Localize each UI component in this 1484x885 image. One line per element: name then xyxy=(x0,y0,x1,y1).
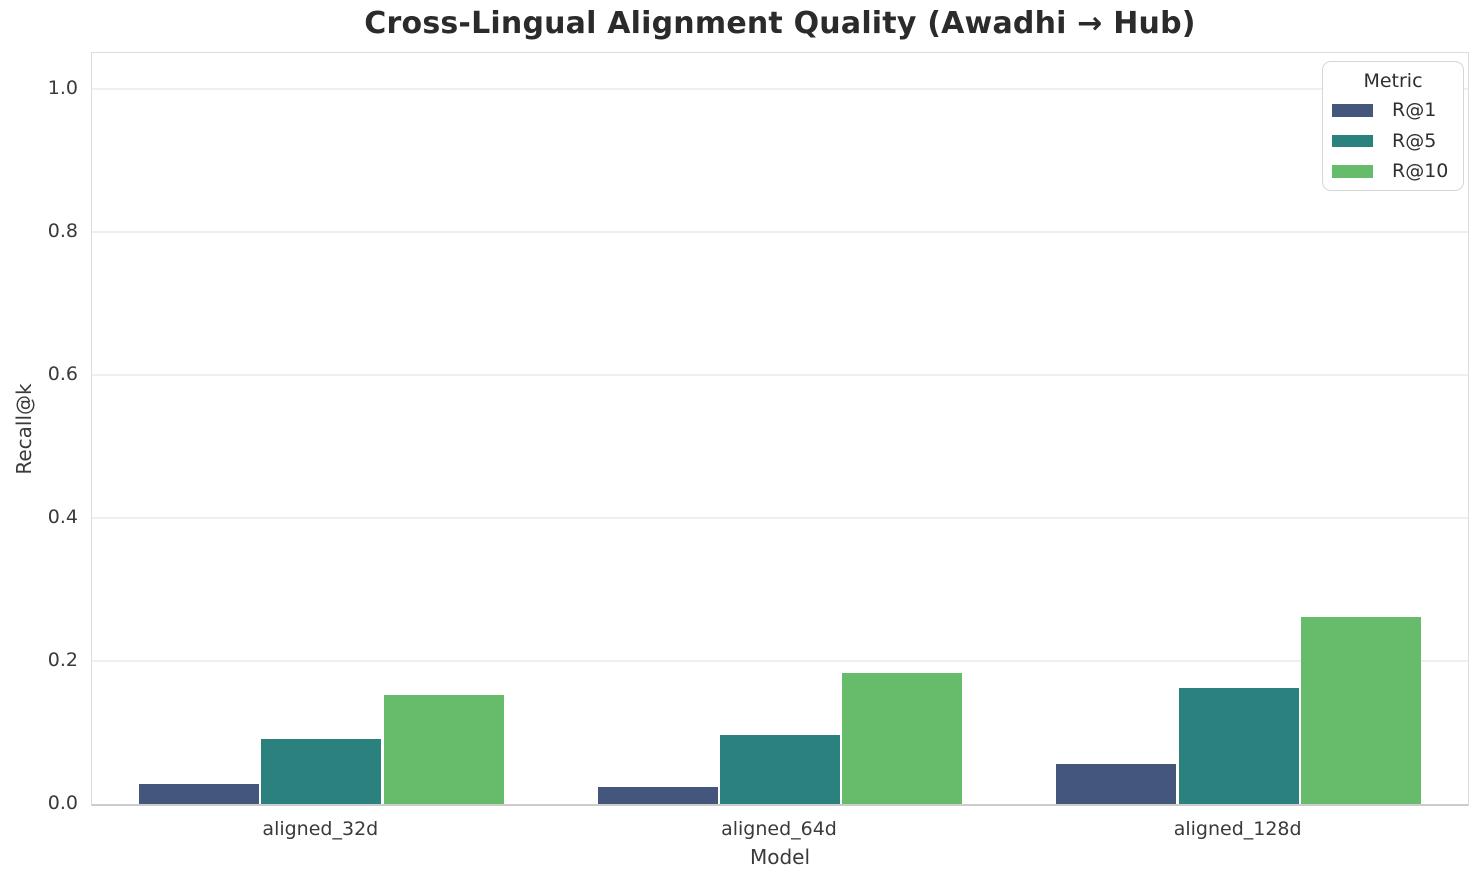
plot-area: Metric R@1 R@5 R@10 xyxy=(91,52,1469,806)
legend-entry-r@5: R@5 xyxy=(1323,126,1463,157)
bar-r@1-aligned_32d xyxy=(139,783,259,804)
y-axis-label: Recall@k xyxy=(12,383,36,475)
bar-r@10-aligned_64d xyxy=(842,673,963,804)
y-tick-label: 0.2 xyxy=(47,648,78,671)
bar-r@5-aligned_32d xyxy=(261,738,382,804)
y-tick-label: 0.6 xyxy=(47,362,78,385)
gridline-y xyxy=(92,231,1468,233)
chart-title: Cross-Lingual Alignment Quality (Awadhi … xyxy=(364,6,1196,41)
x-axis-label: Model xyxy=(749,845,811,869)
legend-swatch-icon xyxy=(1332,165,1373,178)
legend-entry-label: R@5 xyxy=(1392,129,1437,152)
legend-entry-r@10: R@10 xyxy=(1323,156,1463,187)
bar-r@1-aligned_64d xyxy=(597,786,718,804)
bar-r@5-aligned_64d xyxy=(720,734,840,804)
bar-r@1-aligned_128d xyxy=(1056,763,1177,804)
y-tick-label: 0.8 xyxy=(47,219,78,242)
bar-r@10-aligned_32d xyxy=(383,694,504,804)
bar-r@5-aligned_128d xyxy=(1178,688,1299,804)
legend-swatch-icon xyxy=(1332,134,1373,147)
y-tick-label: 0.4 xyxy=(47,505,78,528)
legend-entry-label: R@1 xyxy=(1392,99,1437,122)
gridline-y xyxy=(92,517,1468,519)
y-tick-label: 1.0 xyxy=(47,76,78,99)
y-tick-label: 0.0 xyxy=(47,792,78,814)
bar-r@10-aligned_128d xyxy=(1301,616,1421,804)
gridline-y xyxy=(92,374,1468,376)
legend-title: Metric xyxy=(1363,70,1423,92)
x-tick-label: aligned_64d xyxy=(721,818,837,840)
gridline-y xyxy=(92,87,1468,90)
legend-entry-label: R@10 xyxy=(1392,160,1449,183)
x-tick-label: aligned_32d xyxy=(262,818,379,840)
gridline-y xyxy=(92,660,1468,662)
legend-entries: R@1 R@5 R@10 xyxy=(1323,95,1463,187)
legend-entry-r@1: R@1 xyxy=(1323,95,1463,126)
legend: Metric R@1 R@5 R@10 xyxy=(1322,61,1464,191)
x-tick-label: aligned_128d xyxy=(1173,818,1302,840)
legend-swatch-icon xyxy=(1332,104,1373,117)
